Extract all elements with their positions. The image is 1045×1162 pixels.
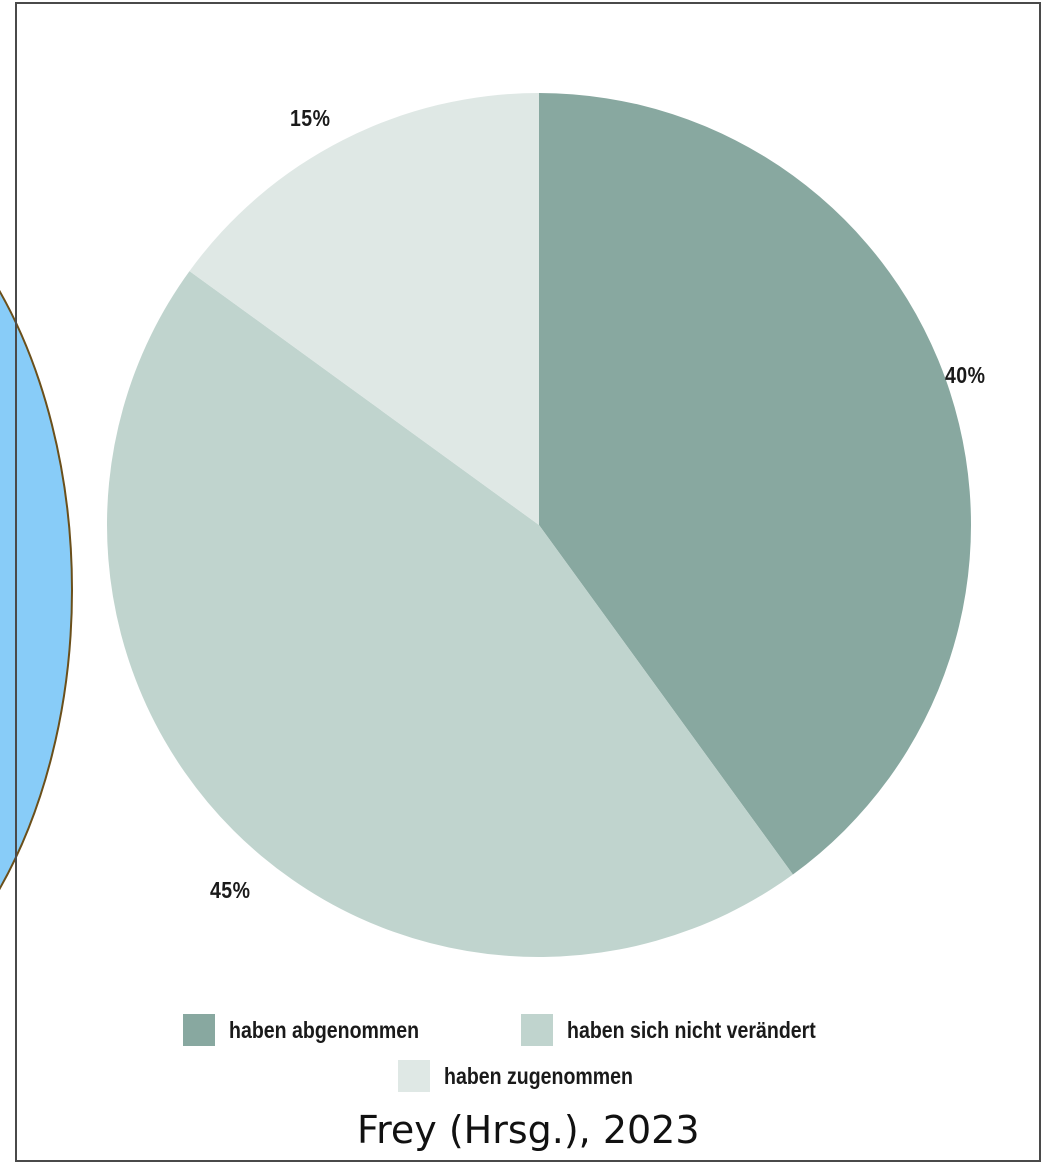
legend-swatch-zugenommen <box>398 1060 430 1092</box>
slice-label-abgenommen: 40% <box>945 362 986 388</box>
legend-item-zugenommen: haben zugenommen <box>398 1060 666 1092</box>
slice-label-zugenommen: 15% <box>290 105 331 131</box>
legend-swatch-abgenommen <box>183 1014 215 1046</box>
source-caption: Frey (Hrsg.), 2023 <box>357 1108 700 1152</box>
pie-slice-1 <box>107 271 793 957</box>
slice-label-nicht-veraendert: 45% <box>210 877 251 903</box>
legend-label-nicht-veraendert: haben sich nicht verändert <box>567 1016 816 1043</box>
overlay-ellipse-shape <box>0 290 73 890</box>
legend-item-abgenommen: haben abgenommen <box>183 1014 453 1046</box>
legend-label-abgenommen: haben abgenommen <box>229 1016 420 1043</box>
pie-slice-2 <box>189 93 540 525</box>
pie-slice-0 <box>539 93 971 875</box>
legend-swatch-nicht-veraendert <box>521 1014 553 1046</box>
legend-item-nicht-veraendert: haben sich nicht verändert <box>521 1014 860 1046</box>
figure-frame <box>15 2 1041 1162</box>
legend-label-zugenommen: haben zugenommen <box>444 1062 634 1089</box>
